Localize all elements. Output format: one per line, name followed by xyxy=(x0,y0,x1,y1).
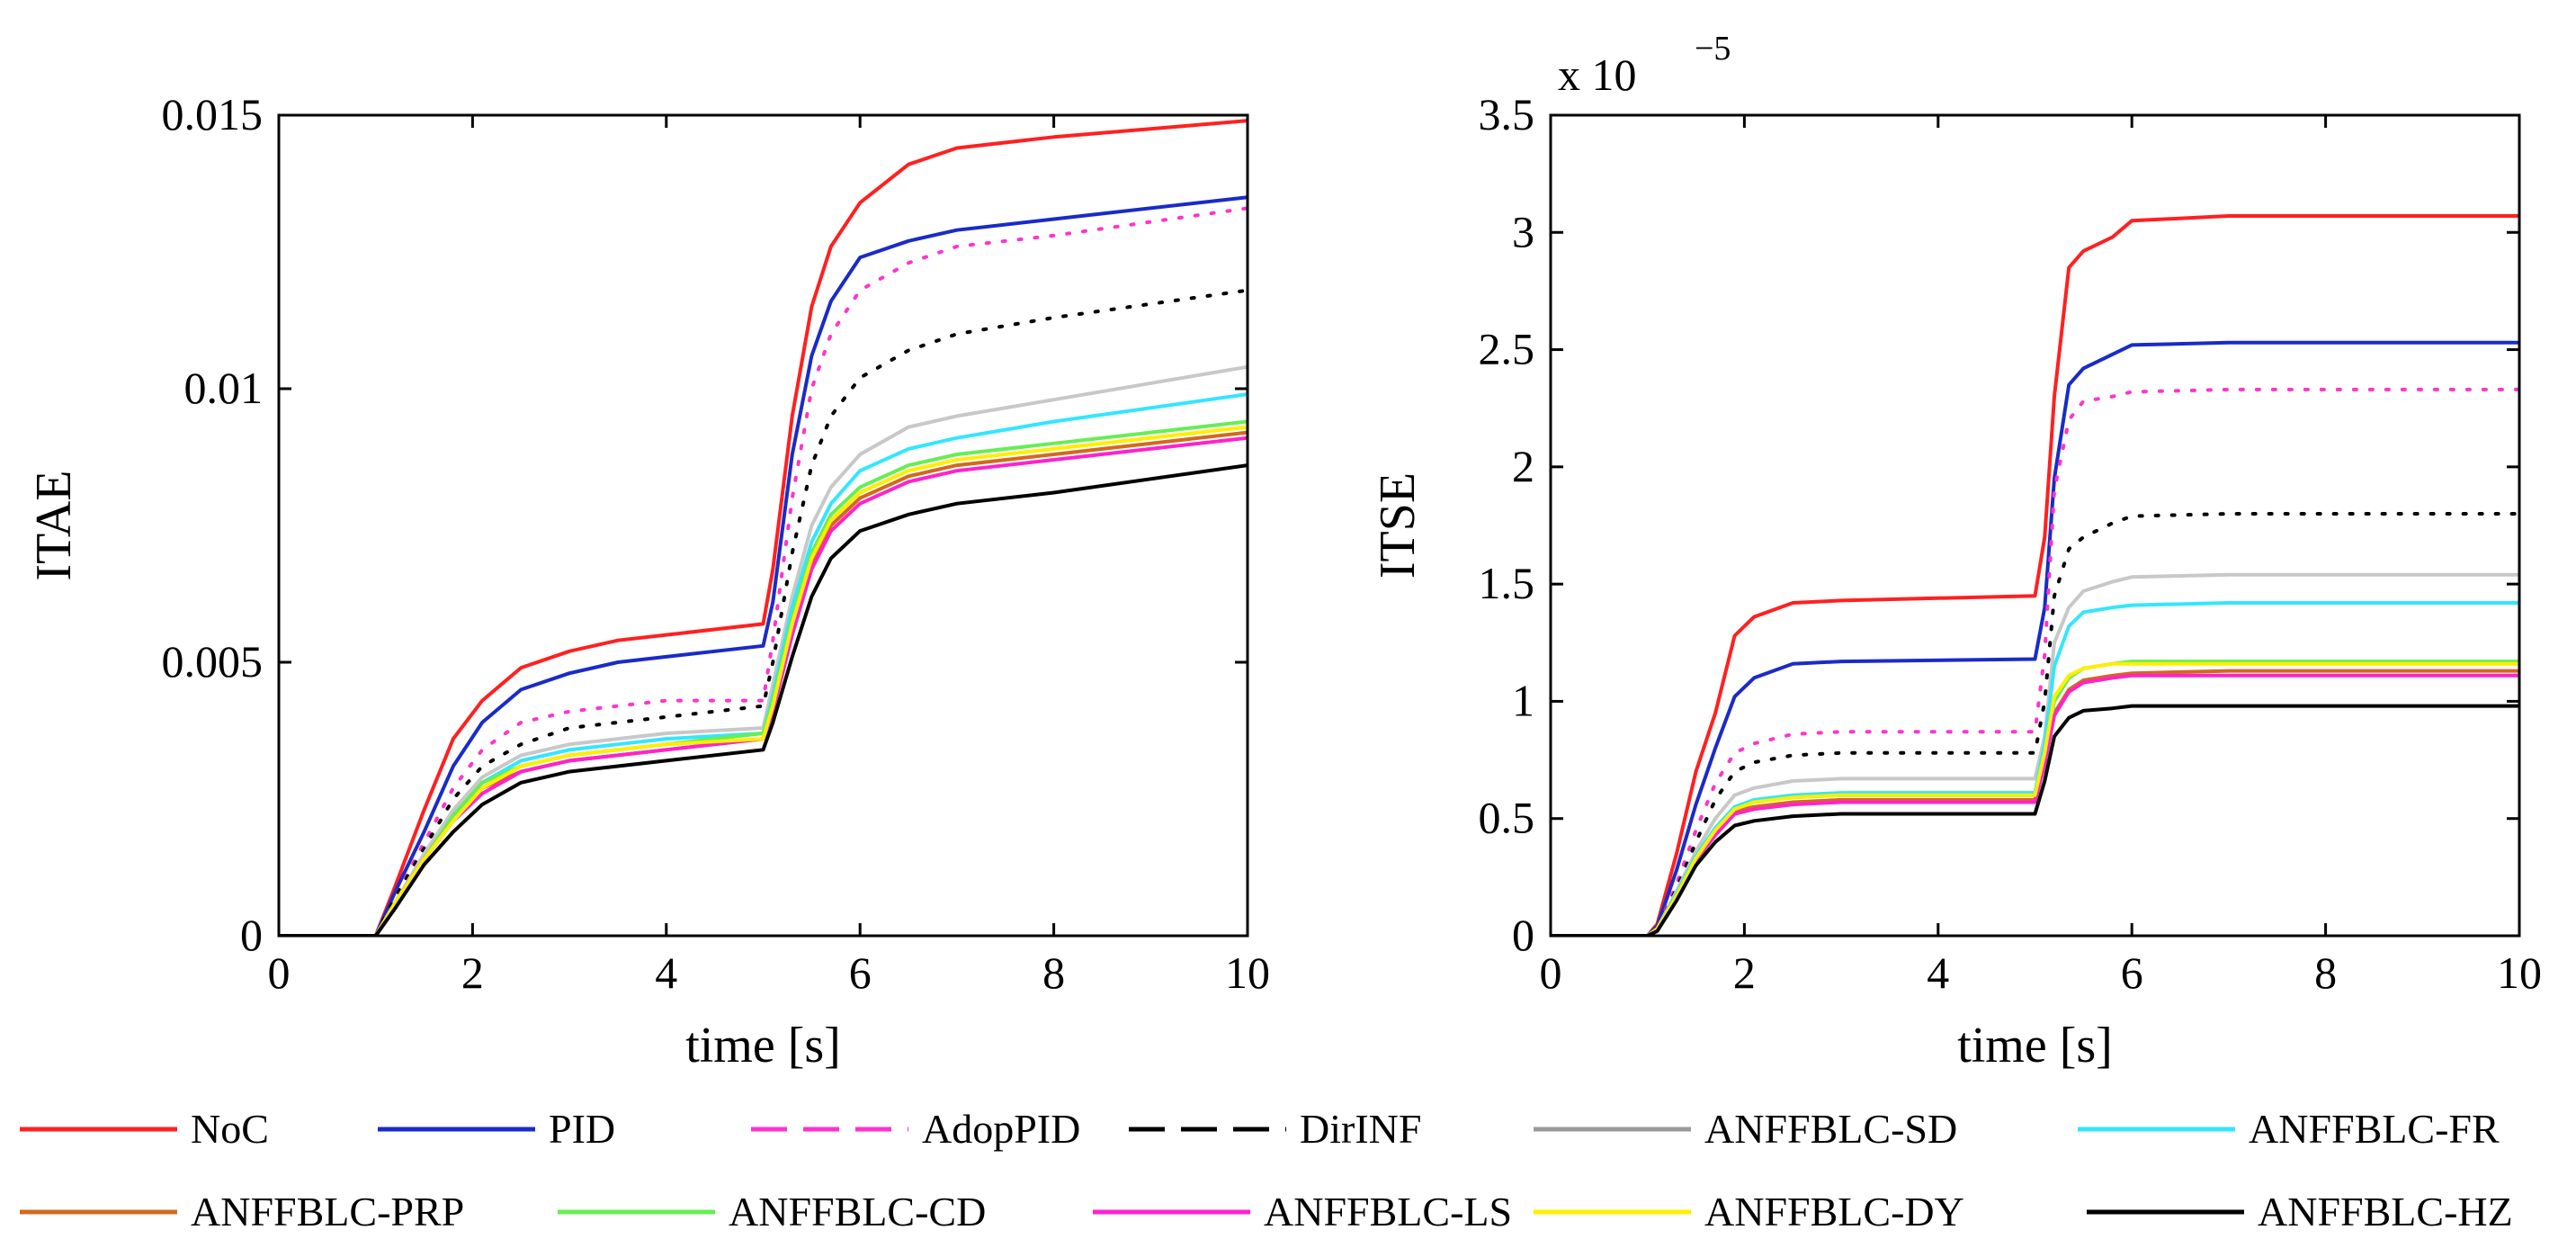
legend: NoC PID AdopPID DirINF ANFFBLC-SD ANFFBLC-FR A… xyxy=(20,1106,2513,1235)
y-tick-label: 3.5 xyxy=(1479,89,1535,139)
y-tick-label: 0 xyxy=(1512,910,1534,960)
series-line-anffblc-hz xyxy=(279,463,1248,936)
x-tick-label: 10 xyxy=(1225,947,1270,998)
y-tick-label: 1.5 xyxy=(1479,558,1535,608)
series-line-dirinf xyxy=(1551,512,2519,936)
series-line-anffblc-dy xyxy=(1551,661,2519,936)
y-tick-label: 0 xyxy=(240,910,263,960)
exponent-power: −5 xyxy=(1695,30,1731,67)
y-tick-label: 0.5 xyxy=(1479,793,1535,843)
y-tick-label: 3 xyxy=(1512,206,1534,256)
y-tick-label: 0.015 xyxy=(162,89,264,139)
y-tick-label: 2.5 xyxy=(1479,324,1535,374)
legend-label-anffblc-sd: ANFFBLC-SD xyxy=(1704,1106,1957,1152)
series-line-adoppid xyxy=(1551,387,2519,936)
x-tick-label: 8 xyxy=(1042,947,1065,998)
axes-box xyxy=(277,113,1249,938)
y-tick-label: 0.005 xyxy=(162,636,264,687)
series-line-anffblc-dy xyxy=(279,425,1248,936)
y-axis-label: ITSE xyxy=(1370,472,1426,579)
legend-label-anffblc-cd: ANFFBLC-CD xyxy=(729,1189,986,1235)
y-axis-label: ITAE xyxy=(26,470,82,580)
legend-label-dirinf: DirINF xyxy=(1300,1106,1421,1152)
x-tick-label: 0 xyxy=(268,947,291,998)
legend-label-anffblc-fr: ANFFBLC-FR xyxy=(2249,1106,2500,1152)
series-line-pid xyxy=(279,195,1248,936)
series-line-noc xyxy=(279,119,1248,936)
x-tick-label: 6 xyxy=(2121,947,2143,998)
series-group xyxy=(1551,214,2519,936)
series-line-pid xyxy=(1551,340,2519,936)
exponent-label: x 10 xyxy=(1558,49,1637,100)
series-line-adoppid xyxy=(279,206,1248,936)
itse-panel: 0 2 4 6 8 10 0 0.5 1 1.5 2 2.5 3 3.5 time [s] ITSE x 10 −… xyxy=(1370,30,2542,1073)
x-tick-label: 2 xyxy=(461,947,484,998)
legend-label-anffblc-dy: ANFFBLC-DY xyxy=(1704,1189,1964,1235)
legend-label-anffblc-ls: ANFFBLC-LS xyxy=(1264,1189,1512,1235)
legend-label-anffblc-prp: ANFFBLC-PRP xyxy=(191,1189,464,1235)
legend-label-anffblc-hz: ANFFBLC-HZ xyxy=(2258,1189,2513,1235)
x-tick-label: 4 xyxy=(1927,947,1949,998)
series-line-dirinf xyxy=(279,288,1248,936)
series-line-anffblc-hz xyxy=(1551,704,2519,936)
legend-label-noc: NoC xyxy=(191,1106,269,1152)
y-tick-label: 2 xyxy=(1512,441,1534,491)
series-line-noc xyxy=(1551,214,2519,936)
x-axis-label: time [s] xyxy=(1957,1018,2113,1073)
x-tick-label: 2 xyxy=(1733,947,1756,998)
x-axis-label: time [s] xyxy=(685,1018,841,1073)
x-tick-label: 6 xyxy=(849,947,872,998)
itae-panel: 0 2 4 6 8 10 0 0.005 0.01 0.015 time [s] ITAE xyxy=(26,89,1270,1073)
legend-label-pid: PID xyxy=(549,1106,615,1152)
series-line-anffblc-sd xyxy=(1551,572,2519,936)
x-tick-label: 0 xyxy=(1540,947,1562,998)
series-group xyxy=(279,119,1248,936)
x-tick-label: 4 xyxy=(655,947,677,998)
y-tick-label: 1 xyxy=(1512,675,1534,725)
axes-box xyxy=(1549,113,2521,938)
x-tick-label: 10 xyxy=(2497,947,2542,998)
x-tick-label: 8 xyxy=(2314,947,2337,998)
legend-label-adoppid: AdopPID xyxy=(922,1106,1080,1152)
y-tick-label: 0.01 xyxy=(184,363,264,413)
series-line-anffblc-sd xyxy=(279,364,1248,936)
